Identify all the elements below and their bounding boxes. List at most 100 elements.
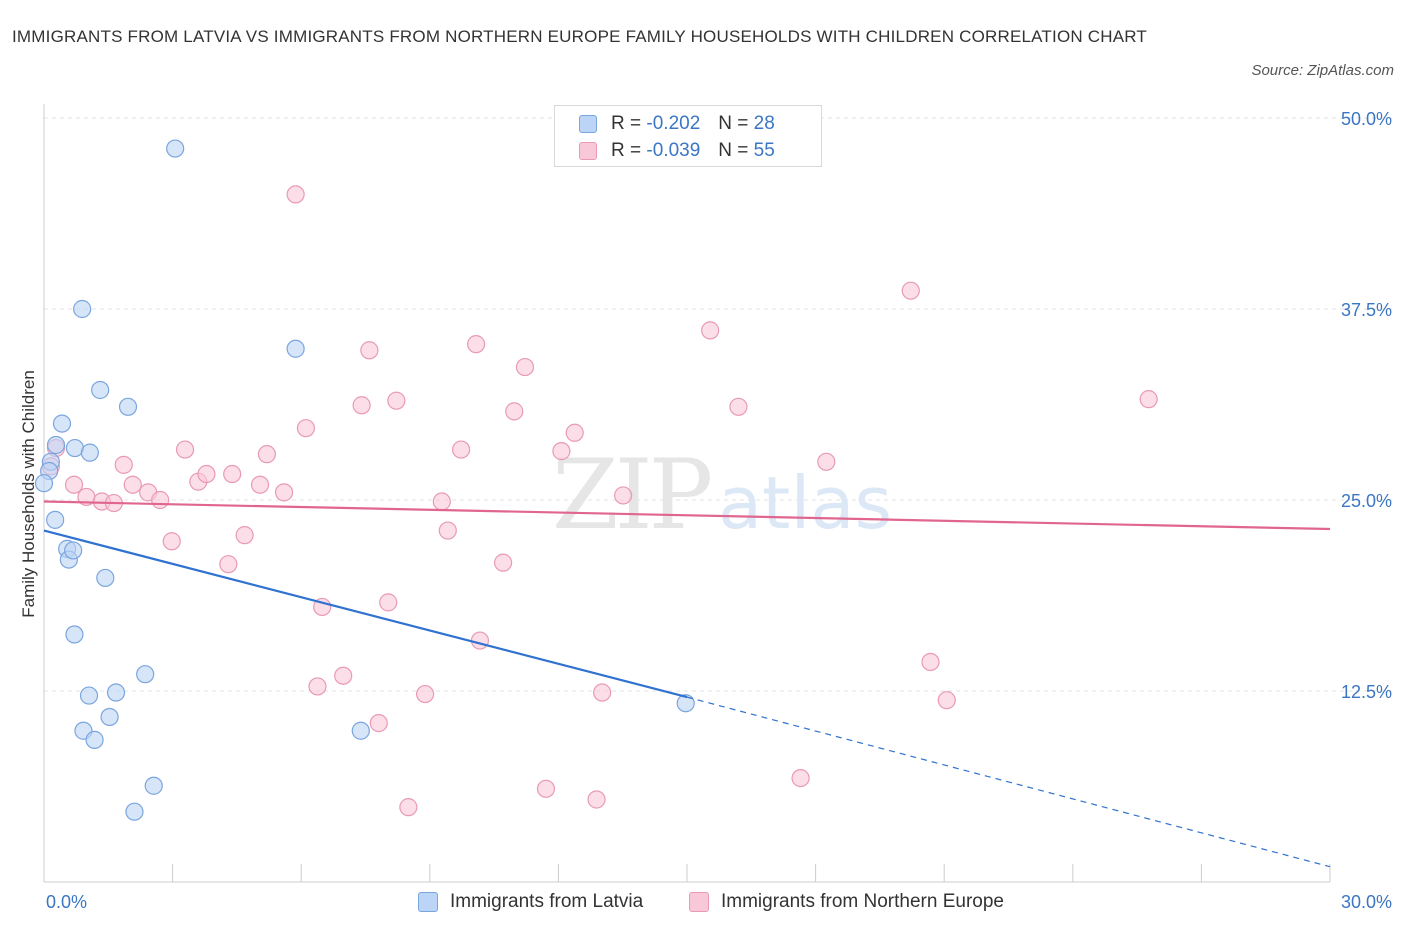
northern-legend-label: Immigrants from Northern Europe: [721, 891, 1004, 912]
latvia-point: [125, 802, 144, 821]
northern-point: [175, 440, 195, 459]
latvia-point: [286, 339, 305, 358]
northern-point: [379, 593, 398, 612]
northern-point: [235, 526, 254, 545]
northern-point: [250, 475, 270, 494]
northern-point: [308, 677, 327, 696]
northern-point: [937, 691, 956, 710]
northern-point: [64, 475, 84, 494]
northern-point: [593, 683, 612, 702]
northern-point: [470, 631, 490, 650]
chart-title: IMMIGRANTS FROM LATVIA VS IMMIGRANTS FRO…: [12, 27, 1148, 46]
latvia-point: [100, 707, 119, 727]
latvia-point: [73, 299, 92, 319]
correlation-legend: R = -0.202 N = 28 R = -0.039 N = 55: [554, 105, 822, 167]
latvia-n-label: N =: [718, 113, 749, 134]
northern-point: [494, 553, 513, 572]
latvia-point: [118, 397, 138, 416]
y-tick-label: 50.0%: [1341, 109, 1392, 129]
latvia-point: [65, 438, 84, 458]
latvia-n-value: 28: [753, 113, 775, 134]
x-tick-label-max: 30.0%: [1341, 892, 1392, 912]
northern-point: [352, 396, 371, 415]
source-label: Source: ZipAtlas.com: [1251, 62, 1394, 79]
northern-point: [387, 391, 406, 410]
northern-point: [197, 464, 216, 484]
northern-point: [296, 419, 316, 438]
latvia-point: [52, 414, 72, 433]
latvia-point: [144, 776, 163, 795]
x-tick-label-min: 0.0%: [46, 892, 87, 912]
legend-row-latvia: R = -0.202 N = 28: [579, 112, 775, 136]
latvia-point: [64, 541, 83, 560]
latvia-point: [351, 721, 370, 740]
northern-point: [817, 452, 836, 471]
latvia-point: [46, 435, 66, 455]
watermark-zip: ZIP: [552, 439, 711, 551]
latvia-point: [80, 443, 99, 462]
latvia-trend-extension: [686, 696, 1331, 868]
northern-swatch-icon: [579, 142, 597, 160]
bottom-legend-latvia: Immigrants from Latvia: [418, 888, 643, 916]
northern-point: [552, 442, 571, 461]
northern-point: [360, 341, 379, 360]
northern-point: [466, 335, 486, 354]
northern-point: [701, 321, 720, 340]
latvia-point: [46, 510, 65, 529]
y-axis-title: Family Households with Children: [19, 370, 38, 618]
northern-r-value: -0.039: [646, 140, 701, 161]
latvia-swatch-icon: [579, 115, 597, 133]
northern-point: [114, 455, 133, 474]
northern-point: [334, 666, 353, 685]
northern-point: [274, 483, 294, 502]
northern-point: [162, 532, 181, 551]
northern-point: [223, 464, 242, 484]
northern-point: [369, 713, 388, 733]
northern-point: [565, 423, 584, 442]
northern-point: [587, 790, 606, 809]
latvia-point: [136, 665, 155, 684]
watermark-atlas: atlas: [718, 461, 892, 545]
y-tick-label: 25.0%: [1341, 491, 1392, 511]
northern-point: [286, 185, 305, 204]
northern-point: [901, 281, 920, 300]
legend-row-northern: R = -0.039 N = 55: [579, 139, 775, 163]
northern-point: [505, 402, 524, 421]
y-tick-label: 12.5%: [1341, 682, 1392, 702]
northern-point: [1139, 390, 1158, 409]
latvia-point: [34, 474, 54, 493]
latvia-point: [96, 568, 115, 588]
latvia-point: [676, 694, 695, 713]
northern-point: [536, 779, 556, 798]
northern-r-label: R =: [611, 140, 642, 161]
latvia-point: [166, 139, 185, 158]
latvia-point: [106, 683, 126, 702]
latvia-trend-line: [43, 529, 688, 699]
latvia-legend-icon: [418, 892, 438, 912]
northern-point: [515, 357, 535, 377]
northern-point: [151, 490, 170, 510]
latvia-point: [91, 380, 110, 400]
y-tick-label: 37.5%: [1341, 300, 1392, 320]
northern-n-value: 55: [753, 140, 775, 161]
bottom-legend-northern: Immigrants from Northern Europe: [689, 888, 1004, 916]
northern-trend-line: [43, 500, 1331, 531]
latvia-legend-label: Immigrants from Latvia: [450, 891, 644, 912]
northern-point: [614, 486, 633, 505]
northern-point: [257, 445, 277, 464]
northern-point: [451, 440, 471, 459]
northern-point: [438, 521, 457, 540]
northern-point: [432, 492, 451, 511]
northern-point: [219, 555, 238, 574]
northern-point: [399, 798, 418, 817]
northern-point: [415, 684, 435, 704]
latvia-point: [65, 625, 84, 644]
northern-point: [123, 475, 142, 494]
latvia-point: [85, 730, 104, 749]
northern-point: [791, 768, 810, 788]
northern-point: [921, 652, 940, 672]
northern-point: [729, 397, 748, 416]
northern-legend-icon: [689, 892, 709, 912]
latvia-r-label: R =: [611, 113, 642, 134]
